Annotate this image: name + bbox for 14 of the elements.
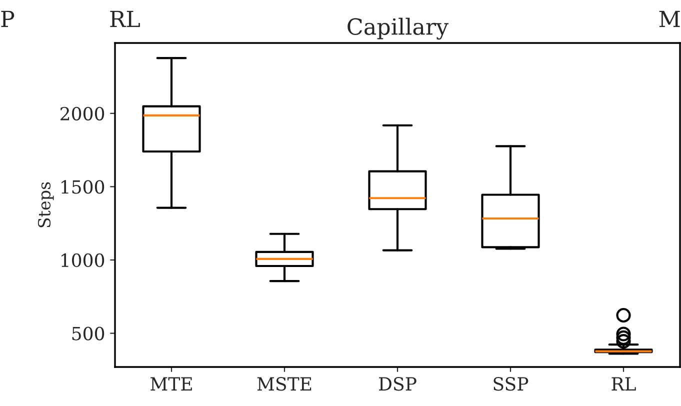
text: RL [110,10,140,28]
text: P [1,10,14,28]
x-tick-label: MTE [150,377,192,390]
x-tick-label: RL [612,377,636,390]
y-tick-label: 2000 [60,106,104,120]
y-tick-label: 1000 [62,253,104,268]
x-tick-label: MSTE [257,377,312,391]
y-axis-title: Steps [38,182,54,228]
chart-title: Capillary [348,18,449,40]
x-tick-label: DSP [379,377,416,391]
y-tick-label: 1500 [62,180,104,194]
text: M [659,10,680,28]
x-tick-label: SSP [494,377,528,391]
y-tick-label: 500 [72,326,104,340]
